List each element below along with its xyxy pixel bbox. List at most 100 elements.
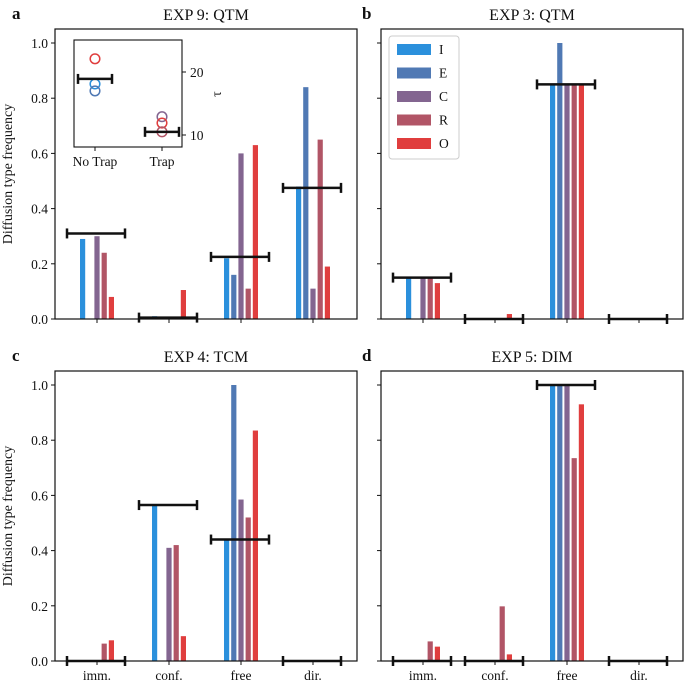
- bar-I-dir.: [296, 186, 302, 319]
- bar-R-imm.: [101, 643, 107, 661]
- bar-C-dir.: [310, 288, 316, 319]
- x-tick-label: free: [231, 668, 252, 683]
- bar-I-free: [550, 385, 556, 661]
- panel-label: d: [362, 346, 372, 365]
- x-tick-label: imm.: [83, 668, 111, 683]
- legend-label: R: [439, 113, 448, 128]
- bar-I-free: [550, 84, 556, 320]
- legend-swatch-E: [397, 67, 431, 79]
- legend-label: I: [439, 42, 444, 57]
- bar-E-free: [557, 385, 563, 661]
- bar-R-free: [245, 288, 251, 319]
- y-tick-label: 0.8: [31, 433, 48, 448]
- y-tick-label: 0.2: [31, 599, 48, 614]
- inset-y-tick-label: 20: [190, 65, 204, 80]
- legend-swatch-C: [397, 91, 431, 102]
- y-axis-label: Diffusion type frequency: [1, 104, 16, 244]
- bar-O-imm.: [108, 640, 114, 661]
- y-tick-label: 0.0: [31, 312, 48, 327]
- bar-C-free: [238, 153, 244, 319]
- panel-a: a EXP 9: QTM 0.0 0.2 0.4 0.6 0.8 1.0 Diffusion t…: [1, 4, 358, 327]
- inset-y-label: τ: [209, 91, 224, 97]
- bar-I-conf.: [152, 505, 158, 661]
- legend-swatch-I: [397, 44, 431, 55]
- x-tick-label: dir.: [630, 668, 648, 683]
- bar-R-conf.: [173, 545, 179, 661]
- bar-R-free: [571, 458, 577, 661]
- legend-swatch-O: [397, 138, 431, 149]
- bar-O-free: [578, 404, 584, 661]
- bar-C-free: [238, 499, 244, 661]
- bar-I-free: [224, 258, 230, 319]
- inset-x-tick-label: Trap: [149, 154, 174, 169]
- panel-title: EXP 5: DIM: [491, 349, 572, 366]
- x-tick-label: conf.: [481, 668, 508, 683]
- bar-O-free: [252, 430, 258, 661]
- bar-R-free: [245, 517, 251, 661]
- inset-point-O: [89, 53, 101, 65]
- panel-c: c EXP 4: TCM 0.0 0.2 0.4 0.6 0.8 1.0 imm. conf. fr…: [1, 346, 358, 683]
- axes-frame: [380, 370, 684, 662]
- bar-C-imm.: [94, 236, 100, 319]
- inset-y-tick-label: 10: [190, 128, 204, 143]
- bar-C-free: [564, 385, 570, 661]
- bar-C-imm.: [420, 277, 426, 319]
- inset-x-tick-label: No Trap: [73, 154, 118, 169]
- legend-label: O: [439, 136, 449, 151]
- inset-point-C: [156, 111, 168, 123]
- bar-R-free: [571, 84, 577, 320]
- bar-I-imm.: [406, 277, 412, 319]
- bar-C-free: [564, 84, 570, 320]
- axes-frame: [54, 28, 358, 320]
- bar-E-free: [231, 385, 237, 661]
- axes-frame: [380, 28, 684, 320]
- y-tick-label: 0.6: [31, 146, 48, 161]
- legend-label: C: [439, 89, 448, 104]
- y-tick-label: 0.0: [31, 654, 48, 669]
- bar-R-imm.: [101, 252, 107, 319]
- y-tick-label: 0.6: [31, 488, 48, 503]
- panel-title: EXP 9: QTM: [163, 7, 249, 24]
- y-tick-label: 1.0: [31, 378, 48, 393]
- y-tick-label: 0.8: [31, 91, 48, 106]
- x-tick-label: free: [557, 668, 578, 683]
- panel-title: EXP 4: TCM: [164, 349, 248, 366]
- bar-I-free: [224, 539, 230, 661]
- bar-O-free: [252, 145, 258, 319]
- panel-label: c: [12, 346, 20, 365]
- panel-title: EXP 3: QTM: [489, 7, 575, 24]
- y-axis-label: Diffusion type frequency: [1, 446, 16, 586]
- inset-point-E: [89, 85, 101, 97]
- y-tick-label: 0.4: [31, 544, 48, 559]
- bar-O-imm.: [434, 646, 440, 661]
- inset-point-O: [156, 117, 168, 129]
- legend-swatch-R: [397, 114, 431, 126]
- bar-E-free: [557, 43, 563, 319]
- inset: 10 20 τ No Trap Trap: [73, 39, 224, 169]
- bar-E-free: [231, 274, 237, 319]
- bar-O-imm.: [108, 296, 114, 319]
- bar-R-imm.: [427, 277, 433, 319]
- legend-label: E: [439, 66, 447, 81]
- x-tick-label: conf.: [155, 668, 182, 683]
- bar-I-imm.: [80, 238, 86, 319]
- bar-R-imm.: [427, 641, 433, 661]
- x-tick-label: dir.: [304, 668, 322, 683]
- bar-O-free: [578, 84, 584, 320]
- bar-E-dir.: [303, 87, 309, 319]
- bar-O-imm.: [434, 283, 440, 319]
- panel-d: d EXP 5: DIM imm. conf. free dir.: [362, 346, 684, 683]
- bar-O-conf.: [180, 636, 186, 661]
- x-tick-label: imm.: [409, 668, 437, 683]
- bar-O-conf.: [180, 290, 186, 319]
- inset-frame: [73, 39, 183, 148]
- panel-label: b: [362, 4, 371, 23]
- panel-label: a: [12, 4, 21, 23]
- bar-R-dir.: [317, 139, 323, 319]
- axes-frame: [54, 370, 358, 662]
- y-tick-label: 0.4: [31, 202, 48, 217]
- y-tick-label: 1.0: [31, 36, 48, 51]
